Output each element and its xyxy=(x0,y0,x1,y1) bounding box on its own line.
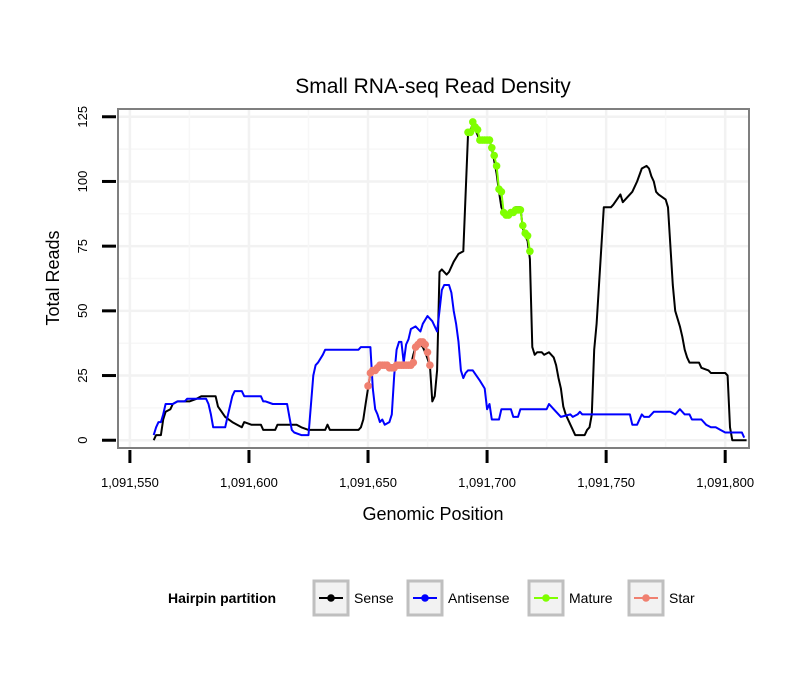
y-tick-label: 50 xyxy=(75,304,90,318)
legend-label-mature: Mature xyxy=(569,590,613,606)
series-point-mature xyxy=(473,125,482,134)
x-axis-label: Genomic Position xyxy=(362,504,503,524)
series-point-star xyxy=(426,361,434,370)
series-point-mature xyxy=(485,136,494,144)
legend-label-star: Star xyxy=(669,590,695,606)
legend-title: Hairpin partition xyxy=(168,590,276,606)
series-line-antisense xyxy=(152,284,746,439)
series-point-mature xyxy=(490,151,499,160)
series-point-star xyxy=(364,382,372,390)
x-tick-label: 1,091,550 xyxy=(101,475,159,490)
series-point-mature xyxy=(523,232,532,240)
x-tick-label: 1,091,600 xyxy=(220,475,278,490)
series-point-mature xyxy=(516,206,525,214)
x-tick-label: 1,091,650 xyxy=(339,475,397,490)
grid-layer xyxy=(118,109,749,448)
y-tick-label: 100 xyxy=(75,171,90,193)
series-point-mature xyxy=(492,162,501,170)
x-tick-label: 1,091,800 xyxy=(696,475,754,490)
y-axis-label: Total Reads xyxy=(43,230,63,325)
x-tick-label: 1,091,750 xyxy=(577,475,635,490)
series-point-mature xyxy=(466,128,475,137)
chart-title: Small RNA-seq Read Density xyxy=(295,75,571,98)
series-point-star xyxy=(409,358,418,367)
y-tick-label: 25 xyxy=(75,368,90,382)
series-point-star xyxy=(423,348,432,357)
legend-key-point-sense xyxy=(327,594,335,602)
legend-label-sense: Sense xyxy=(354,590,394,606)
series-point-mature xyxy=(497,188,506,196)
series-layer xyxy=(152,118,747,442)
legend-label-antisense: Antisense xyxy=(448,590,510,606)
legend: Sense Antisense Mature Star xyxy=(312,579,695,617)
y-tick-label: 75 xyxy=(75,239,90,253)
plot-border xyxy=(117,108,750,449)
series-point-mature xyxy=(488,144,496,152)
legend-key-point-antisense xyxy=(421,594,429,602)
y-tick-label: 125 xyxy=(75,106,90,128)
legend-key-point-star xyxy=(642,594,650,602)
series-point-mature xyxy=(519,221,527,230)
axis-layer: 1,091,550 1,091,600 1,091,650 1,091,700 1,09… xyxy=(75,106,754,490)
y-tick-label: 0 xyxy=(75,437,90,444)
legend-key-point-mature xyxy=(542,594,550,602)
x-tick-label: 1,091,700 xyxy=(458,475,516,490)
series-point-mature xyxy=(526,247,534,256)
series-point-star xyxy=(421,340,430,349)
